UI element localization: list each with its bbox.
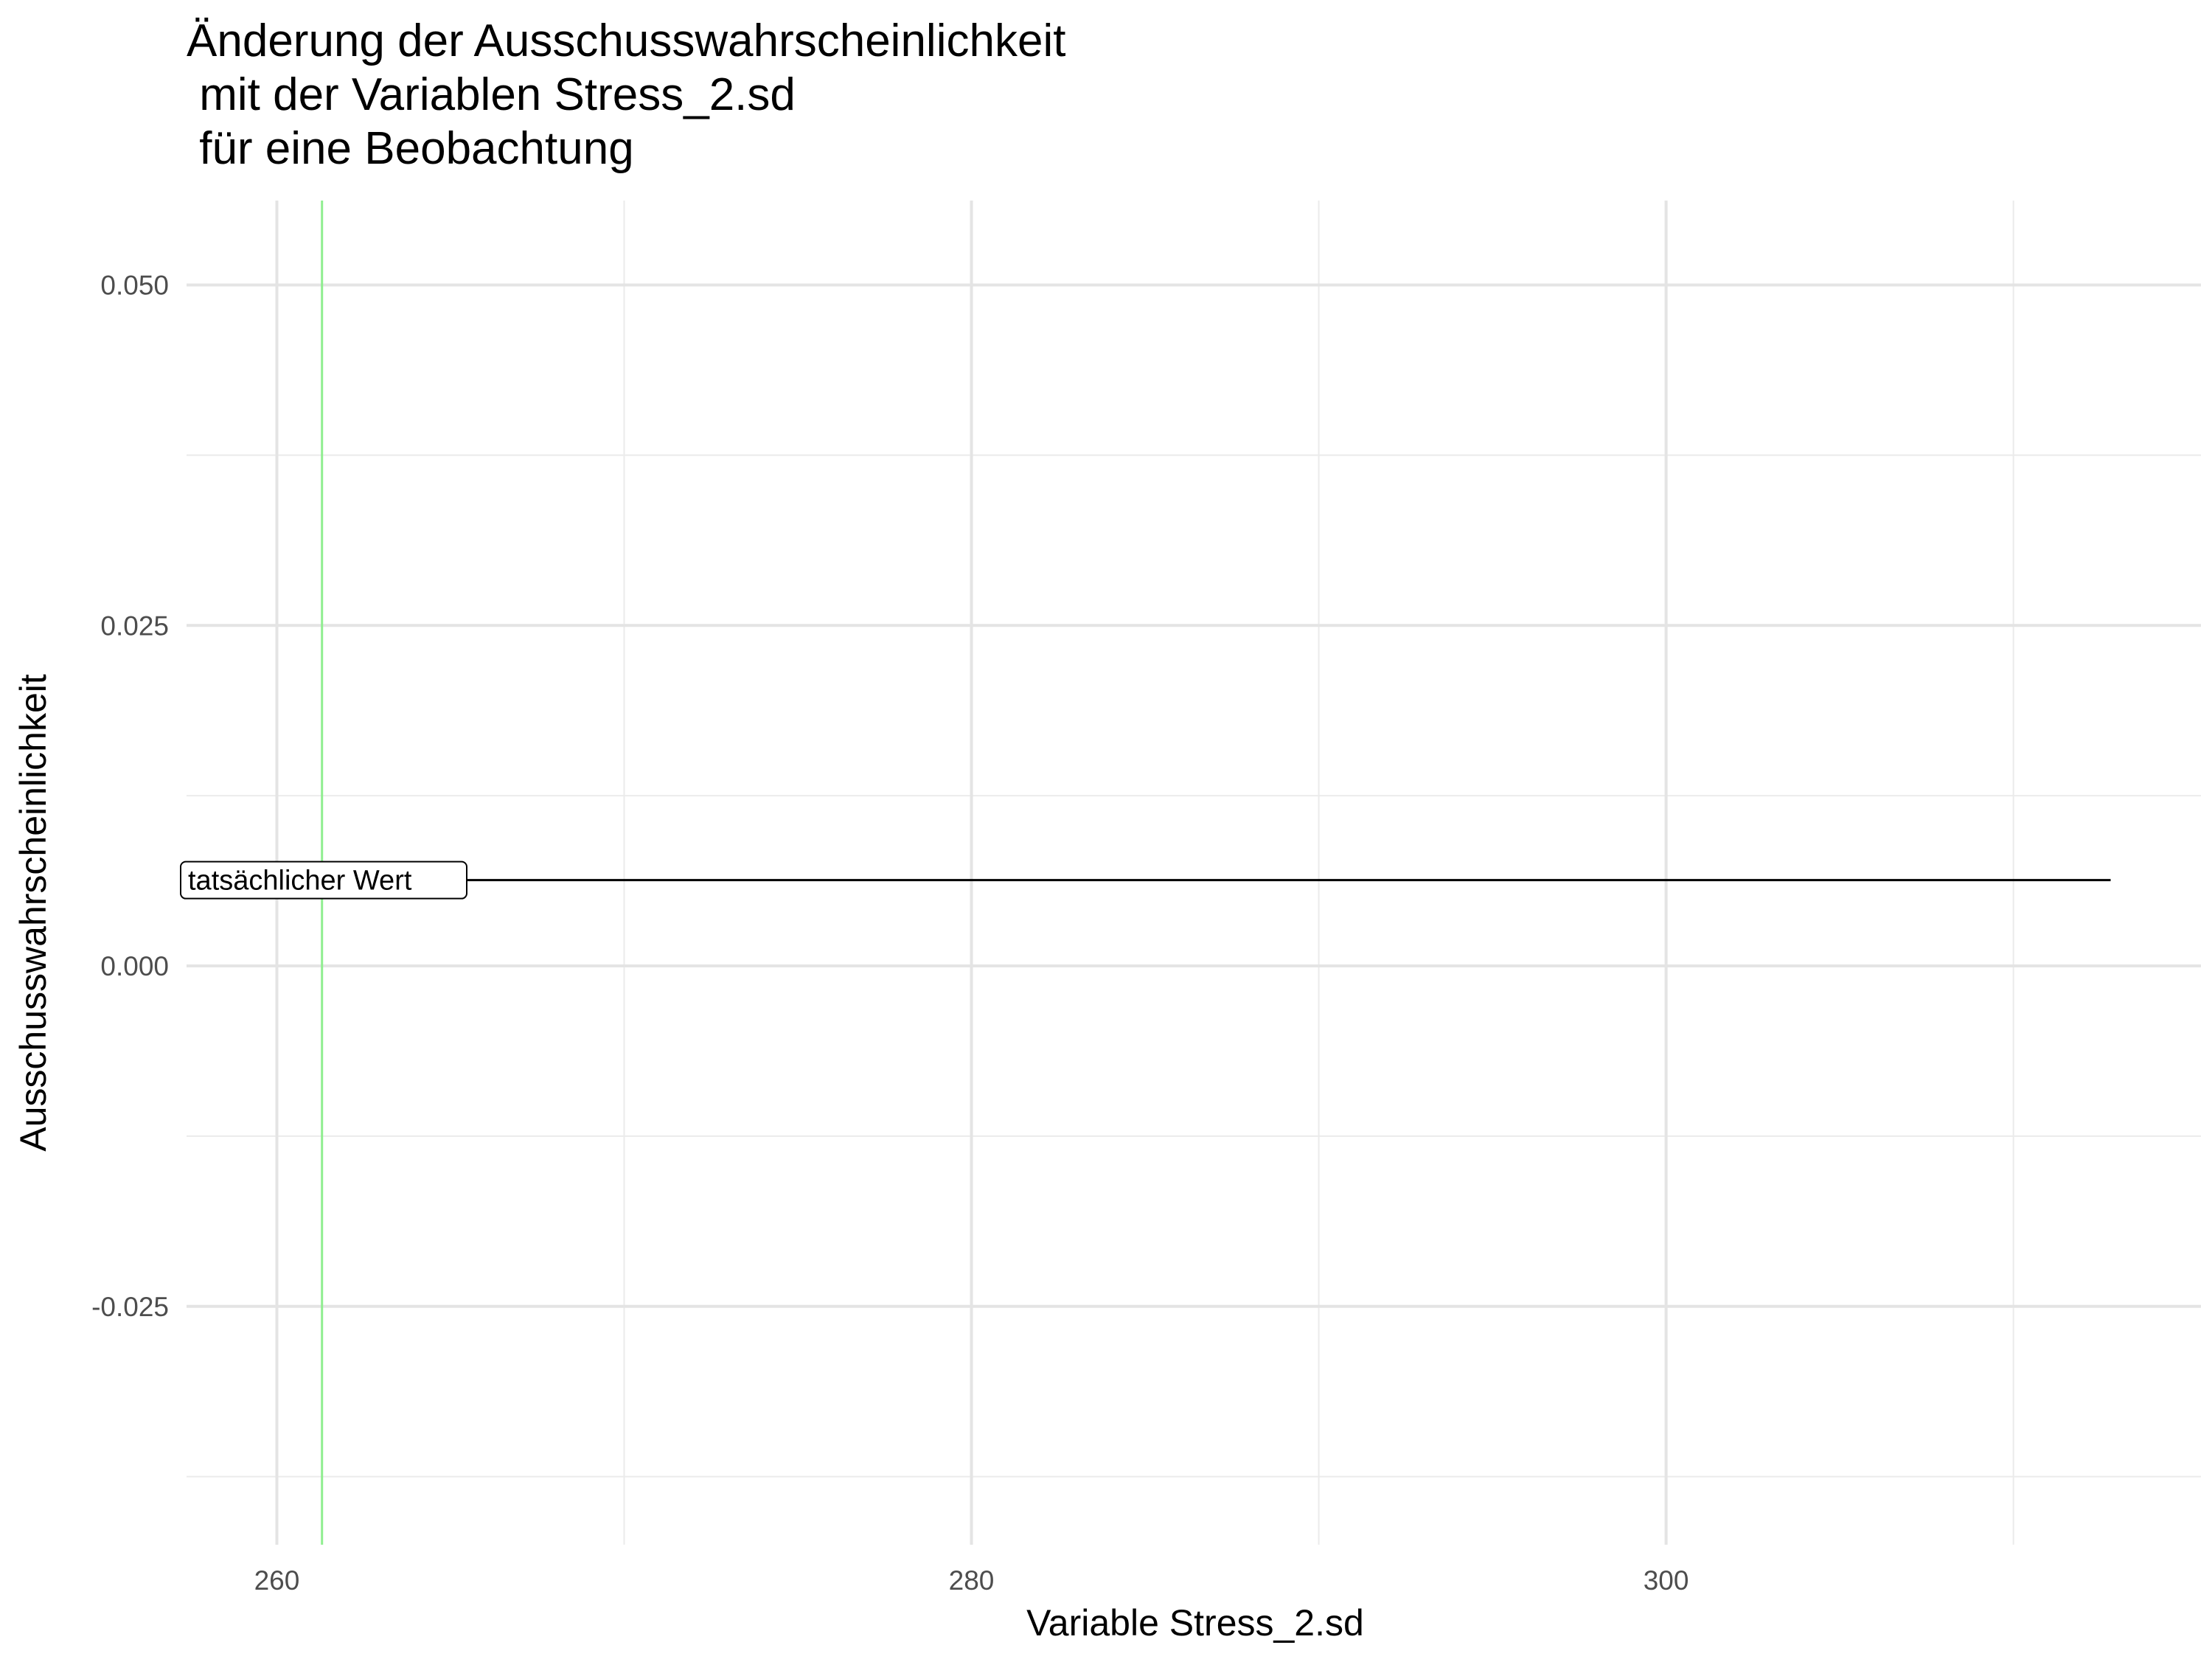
x-tick-label: 280 [949, 1565, 995, 1596]
x-axis-title: Variable Stress_2.sd [1026, 1602, 1364, 1644]
x-tick-label: 300 [1644, 1565, 1689, 1596]
annotation-label-box [180, 860, 467, 900]
y-axis-title: Ausschusswahrscheinlichkeit [13, 674, 54, 1152]
major-gridlines [187, 201, 2201, 1545]
tick-labels: 260 280 300 0.050 0.025 0.000 -0.025 [91, 271, 1688, 1596]
minor-gridlines [187, 201, 2201, 1545]
title-line-3: für eine Beobachtung [187, 123, 634, 174]
annotation-layer: tatsächlicher Wert [180, 860, 467, 900]
title-line-2: mit der Variablen Stress_2.sd [187, 69, 796, 120]
annotation-label-text: tatsächlicher Wert [188, 866, 412, 897]
chart-title: Änderung der Ausschusswahrscheinlichkeit… [187, 15, 1065, 174]
y-tick-label: -0.025 [91, 1292, 169, 1322]
y-tick-label: 0.000 [100, 951, 169, 981]
title-line-1: Änderung der Ausschusswahrscheinlichkeit [187, 15, 1065, 66]
y-tick-label: 0.050 [100, 271, 169, 301]
y-tick-label: 0.025 [100, 611, 169, 641]
x-tick-label: 260 [254, 1565, 300, 1596]
